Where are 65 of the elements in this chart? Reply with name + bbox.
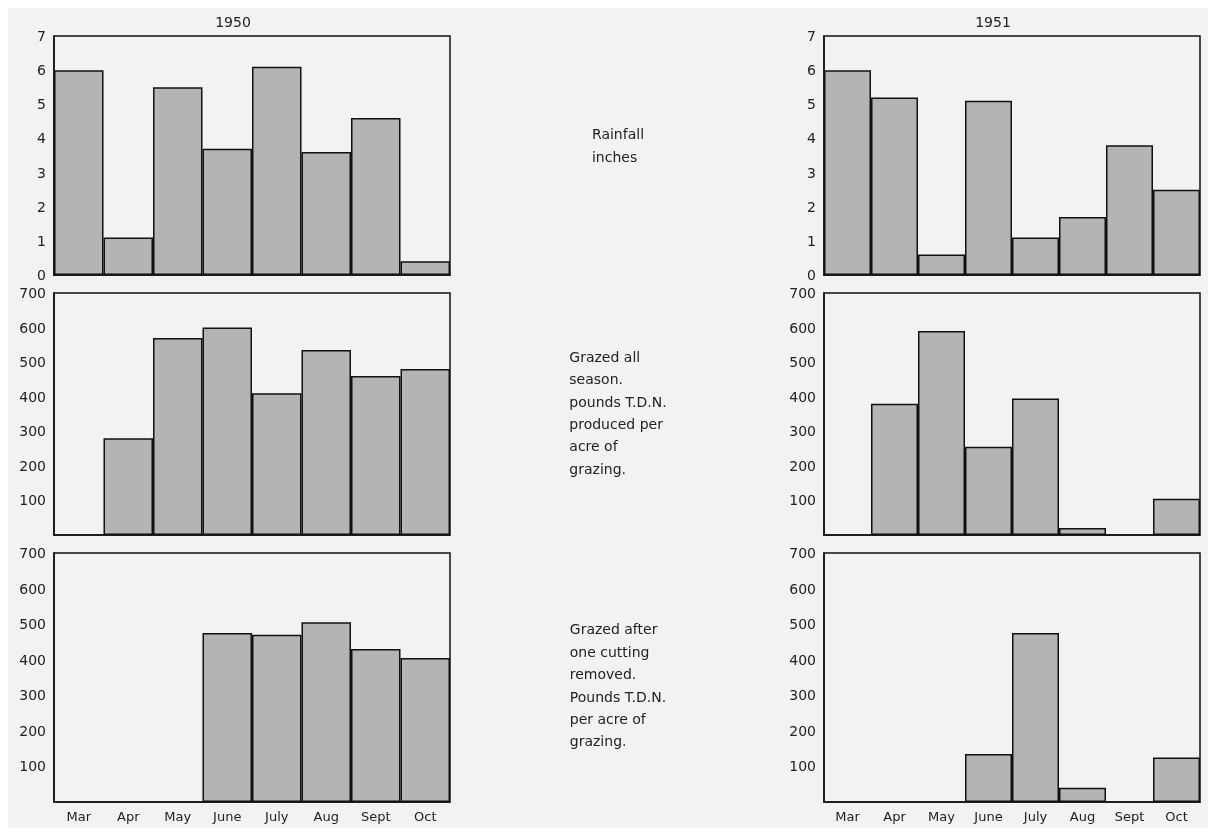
y-tick-label: 3 <box>807 164 816 181</box>
y-tick-label: 5 <box>807 96 816 113</box>
x-tick-label: Oct <box>1165 809 1188 824</box>
y-tick-label: 600 <box>19 580 46 597</box>
x-tick-label: Aug <box>1069 809 1096 824</box>
y-tick-label: 700 <box>789 545 816 561</box>
y-tick-label: 7 <box>807 28 816 44</box>
y-tick-label: 0 <box>37 267 46 283</box>
y-tick-label: 500 <box>789 616 816 633</box>
y-tick-label: 1 <box>807 232 816 249</box>
x-tick-label: Oct <box>414 809 437 824</box>
y-tick-label: 200 <box>789 722 816 739</box>
y-tick-label: 5 <box>37 96 46 113</box>
y-tick-label: 300 <box>19 687 46 704</box>
y-tick-label: 2 <box>37 198 46 215</box>
y-tick-label: 600 <box>789 580 816 597</box>
y-tick-label: 400 <box>19 651 46 668</box>
y-tick-label: 500 <box>789 354 816 371</box>
x-tick-label: July <box>1022 809 1048 824</box>
x-tick-label: Apr <box>117 809 141 824</box>
y-tick-label: 700 <box>789 285 816 301</box>
text: Grazed after one cutting removed. Pounds T.D.N. per acre of grazing. <box>569 620 667 752</box>
y-tick-label: 200 <box>19 722 46 739</box>
y-tick-label: 2 <box>807 198 816 215</box>
y-tick-label: 4 <box>37 130 47 147</box>
y-tick-label: 100 <box>19 758 46 775</box>
y-tick-label: 600 <box>789 319 816 336</box>
text: Rainfall inches <box>591 125 645 167</box>
x-tick-label: Mar <box>835 809 861 824</box>
y-tick-label: 6 <box>37 62 47 79</box>
y-tick-label: 200 <box>789 457 816 474</box>
y-tick-label: 600 <box>19 319 46 336</box>
y-tick-label: 4 <box>807 130 817 147</box>
y-tick-label: 400 <box>789 388 816 405</box>
y-tick-label: 6 <box>807 62 817 79</box>
x-tick-label: Apr <box>883 809 907 824</box>
y-tick-label: 500 <box>19 354 46 371</box>
chart-title: 1950 <box>215 14 251 30</box>
x-tick-label: June <box>973 809 1003 824</box>
y-tick-label: 3 <box>37 164 46 181</box>
y-tick-label: 200 <box>19 457 46 474</box>
x-tick-label: May <box>164 809 192 824</box>
y-tick-label: 100 <box>789 758 816 775</box>
y-tick-label: 7 <box>37 28 46 44</box>
y-tick-label: 300 <box>19 423 46 440</box>
y-tick-label: 1 <box>37 232 46 249</box>
y-tick-label: 700 <box>19 545 46 561</box>
x-tick-label: Mar <box>66 809 92 824</box>
x-tick-label: Sept <box>360 809 391 824</box>
y-tick-label: 400 <box>19 388 46 405</box>
y-tick-label: 0 <box>807 267 816 283</box>
y-tick-label: 500 <box>19 616 46 633</box>
x-tick-label: June <box>212 809 242 824</box>
y-tick-label: 400 <box>789 651 816 668</box>
x-tick-label: Sept <box>1114 809 1145 824</box>
y-tick-label: 300 <box>789 423 816 440</box>
x-tick-label: July <box>264 809 289 824</box>
chart-title: 1951 <box>975 14 1011 30</box>
text: Grazed all season. pounds T.D.N. produced per acre of grazing. <box>569 347 667 479</box>
x-tick-label: Aug <box>313 809 339 824</box>
x-tick-label: May <box>928 809 956 824</box>
y-tick-label: 300 <box>789 687 816 704</box>
y-tick-label: 700 <box>19 285 46 301</box>
y-tick-label: 100 <box>789 492 816 509</box>
y-tick-label: 100 <box>19 492 46 509</box>
